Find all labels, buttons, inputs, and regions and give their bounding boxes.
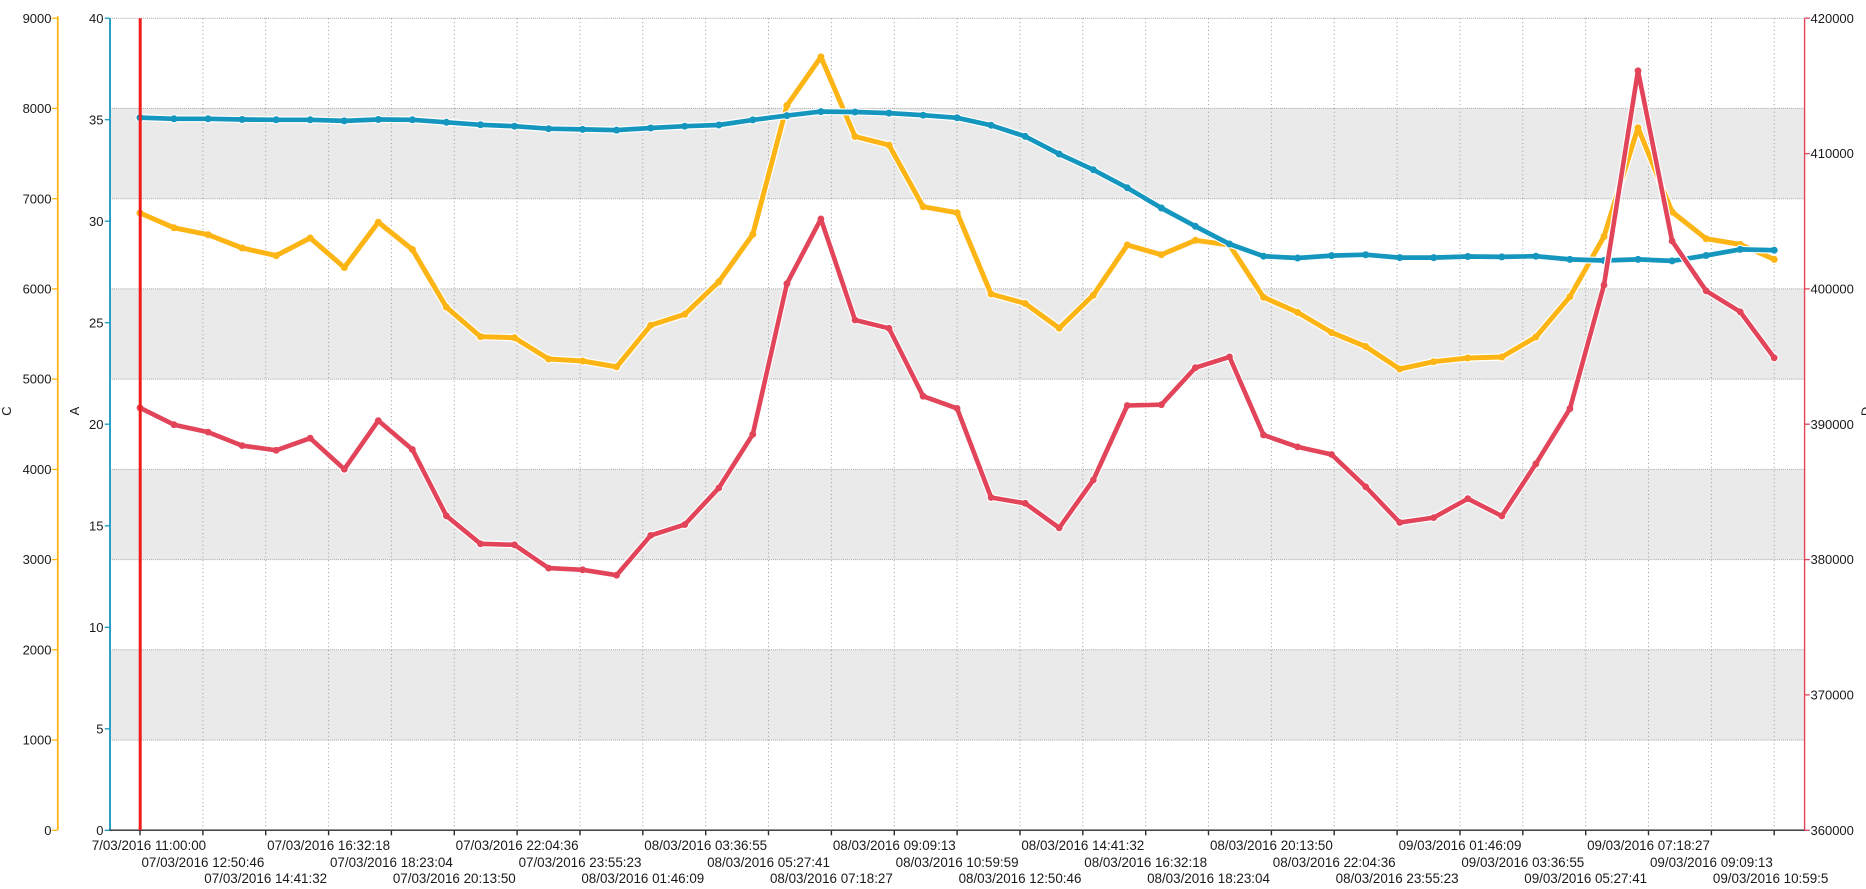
svg-text:5000: 5000 <box>23 372 52 387</box>
svg-text:07/03/2016 20:13:50: 07/03/2016 20:13:50 <box>393 871 516 886</box>
svg-text:D: D <box>1859 407 1866 416</box>
svg-text:15: 15 <box>89 518 103 533</box>
svg-text:07/03/2016 18:23:04: 07/03/2016 18:23:04 <box>330 855 453 870</box>
svg-text:0: 0 <box>96 823 103 838</box>
svg-text:08/03/2016 01:46:09: 08/03/2016 01:46:09 <box>581 871 704 886</box>
svg-text:08/03/2016 09:09:13: 08/03/2016 09:09:13 <box>833 838 956 853</box>
svg-text:40: 40 <box>89 11 103 26</box>
svg-text:08/03/2016 18:23:04: 08/03/2016 18:23:04 <box>1147 871 1270 886</box>
svg-text:09/03/2016 09:09:13: 09/03/2016 09:09:13 <box>1650 855 1773 870</box>
svg-text:410000: 410000 <box>1811 146 1854 161</box>
svg-text:08/03/2016 14:41:32: 08/03/2016 14:41:32 <box>1021 838 1144 853</box>
svg-text:07/03/2016 23:55:23: 07/03/2016 23:55:23 <box>519 855 642 870</box>
svg-text:360000: 360000 <box>1811 823 1854 838</box>
svg-text:5: 5 <box>96 721 103 736</box>
svg-text:7000: 7000 <box>23 191 52 206</box>
svg-text:2000: 2000 <box>23 642 52 657</box>
svg-text:8000: 8000 <box>23 101 52 116</box>
svg-text:30: 30 <box>89 214 103 229</box>
svg-text:09/03/2016 07:18:27: 09/03/2016 07:18:27 <box>1587 838 1710 853</box>
svg-text:08/03/2016 20:13:50: 08/03/2016 20:13:50 <box>1210 838 1333 853</box>
svg-text:07/03/2016 16:32:18: 07/03/2016 16:32:18 <box>267 838 390 853</box>
svg-text:0: 0 <box>44 823 51 838</box>
svg-text:09/03/2016 10:59:5: 09/03/2016 10:59:5 <box>1713 871 1828 886</box>
svg-text:A: A <box>67 406 82 415</box>
svg-text:09/03/2016 03:36:55: 09/03/2016 03:36:55 <box>1461 855 1584 870</box>
svg-text:400000: 400000 <box>1811 282 1854 297</box>
svg-text:08/03/2016 05:27:41: 08/03/2016 05:27:41 <box>707 855 830 870</box>
svg-text:35: 35 <box>89 112 103 127</box>
svg-text:7/03/2016 11:00:00: 7/03/2016 11:00:00 <box>92 838 206 853</box>
svg-text:20: 20 <box>89 417 103 432</box>
svg-text:08/03/2016 07:18:27: 08/03/2016 07:18:27 <box>770 871 893 886</box>
svg-text:07/03/2016 12:50:46: 07/03/2016 12:50:46 <box>141 855 264 870</box>
svg-text:C: C <box>0 406 14 415</box>
svg-text:08/03/2016 23:55:23: 08/03/2016 23:55:23 <box>1336 871 1459 886</box>
svg-text:08/03/2016 10:59:59: 08/03/2016 10:59:59 <box>896 855 1019 870</box>
svg-text:3000: 3000 <box>23 552 52 567</box>
svg-text:420000: 420000 <box>1811 11 1854 26</box>
svg-text:08/03/2016 22:04:36: 08/03/2016 22:04:36 <box>1273 855 1396 870</box>
svg-text:370000: 370000 <box>1811 688 1854 703</box>
svg-text:4000: 4000 <box>23 462 52 477</box>
svg-text:9000: 9000 <box>23 11 52 26</box>
svg-text:08/03/2016 12:50:46: 08/03/2016 12:50:46 <box>959 871 1082 886</box>
svg-text:1000: 1000 <box>23 733 52 748</box>
svg-text:380000: 380000 <box>1811 552 1854 567</box>
svg-text:09/03/2016 05:27:41: 09/03/2016 05:27:41 <box>1524 871 1647 886</box>
svg-text:6000: 6000 <box>23 282 52 297</box>
svg-text:25: 25 <box>89 315 103 330</box>
svg-text:07/03/2016 14:41:32: 07/03/2016 14:41:32 <box>204 871 327 886</box>
svg-text:10: 10 <box>89 620 103 635</box>
svg-text:390000: 390000 <box>1811 417 1854 432</box>
svg-text:08/03/2016 03:36:55: 08/03/2016 03:36:55 <box>644 838 767 853</box>
svg-text:07/03/2016 22:04:36: 07/03/2016 22:04:36 <box>456 838 579 853</box>
svg-text:09/03/2016 01:46:09: 09/03/2016 01:46:09 <box>1399 838 1522 853</box>
svg-text:08/03/2016 16:32:18: 08/03/2016 16:32:18 <box>1084 855 1207 870</box>
